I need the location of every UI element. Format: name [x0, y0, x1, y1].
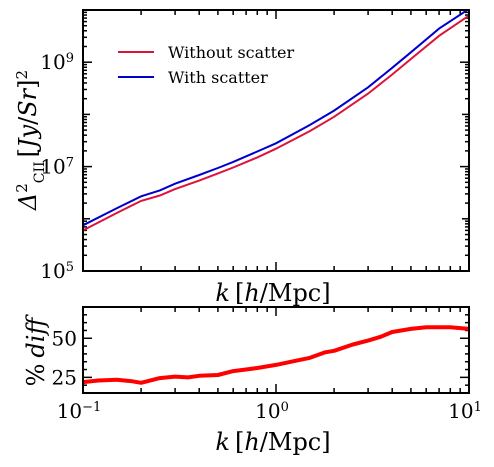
svg-text:%diff: %diff — [22, 314, 50, 387]
legend-label-without-scatter: Without scatter — [168, 43, 295, 62]
series-line-percent-diff — [83, 327, 469, 383]
legend-label-with-scatter: With scatter — [168, 68, 268, 87]
top-y-tick-label: 105 — [40, 259, 74, 283]
bottom-y-tick-label: 50 — [52, 326, 77, 350]
series-line-with-scatter — [83, 9, 469, 225]
bottom-x-tick-label: 101 — [448, 399, 482, 423]
bottom-x-axis-label: k [h/Mpc] — [215, 428, 330, 456]
bottom-y-tick-labels: 25 50 — [52, 326, 77, 389]
bottom-x-tick-labels: 10−1 100 101 — [57, 399, 482, 423]
bottom-y-tick-label: 25 — [52, 365, 77, 389]
bottom-panel: 25 50 10−1 100 101 %diff k [h/Mpc] — [22, 307, 482, 456]
svg-text:Δ2CII[Jy/Sr]2: Δ2CII[Jy/Sr]2 — [13, 70, 48, 211]
bottom-plot-frame — [83, 307, 469, 393]
bottom-y-axis-label: %diff — [22, 314, 50, 387]
bottom-x-tick-label: 10−1 — [57, 399, 102, 423]
top-y-tick-label: 109 — [40, 50, 74, 74]
legend: Without scatter With scatter — [118, 43, 295, 87]
bottom-ticks — [83, 307, 469, 393]
top-y-axis-label: Δ2CII[Jy/Sr]2 — [13, 70, 48, 211]
bottom-x-tick-label: 100 — [255, 399, 289, 423]
top-x-axis-label: k [h/Mpc] — [215, 279, 330, 307]
